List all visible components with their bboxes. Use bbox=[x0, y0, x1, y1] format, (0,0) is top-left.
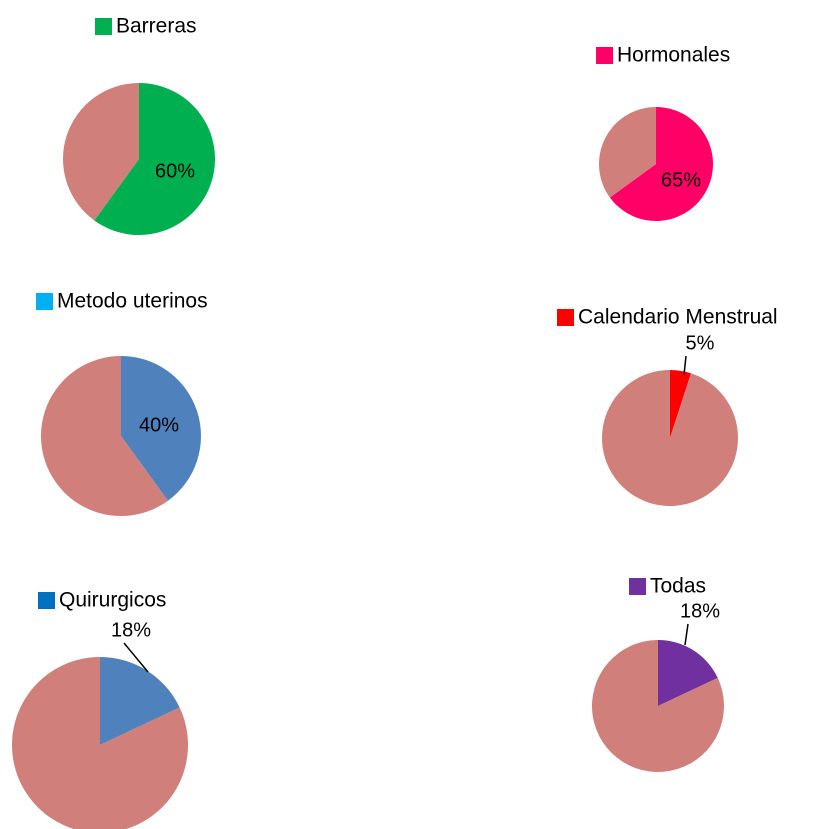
legend-label: Barreras bbox=[116, 15, 197, 38]
legend-swatch bbox=[596, 47, 613, 64]
legend-label: Todas bbox=[650, 575, 706, 598]
pie-slice bbox=[63, 83, 140, 221]
leader-line bbox=[123, 642, 149, 673]
legend-label: Quirurgicos bbox=[59, 589, 166, 612]
data-label: 5% bbox=[686, 332, 715, 354]
data-label: 65% bbox=[661, 169, 701, 191]
pie-slice bbox=[602, 370, 738, 507]
legend-swatch bbox=[38, 592, 55, 609]
legend-swatch bbox=[95, 18, 112, 35]
leader-line bbox=[683, 355, 687, 376]
legend-label: Hormonales bbox=[617, 44, 730, 67]
pie-slice bbox=[599, 107, 656, 198]
legend-label: Calendario Menstrual bbox=[578, 306, 778, 329]
pie-slice bbox=[121, 356, 202, 501]
data-label: 60% bbox=[155, 160, 195, 182]
data-label: 40% bbox=[139, 414, 179, 436]
legend-swatch bbox=[36, 293, 53, 310]
data-label: 18% bbox=[111, 619, 151, 641]
pie-slice bbox=[41, 356, 169, 516]
pie-slice bbox=[609, 107, 713, 221]
pie-slice bbox=[670, 370, 692, 438]
pie-slice bbox=[658, 640, 718, 706]
pie-slice bbox=[94, 83, 215, 235]
legend-swatch bbox=[557, 309, 574, 326]
legend-label: Metodo uterinos bbox=[57, 290, 208, 313]
pie-slice bbox=[592, 640, 724, 772]
legend-swatch bbox=[629, 578, 646, 595]
pie-slice bbox=[100, 657, 180, 745]
leader-line bbox=[684, 623, 689, 646]
data-label: 18% bbox=[680, 600, 720, 622]
pie-slice bbox=[12, 657, 188, 829]
